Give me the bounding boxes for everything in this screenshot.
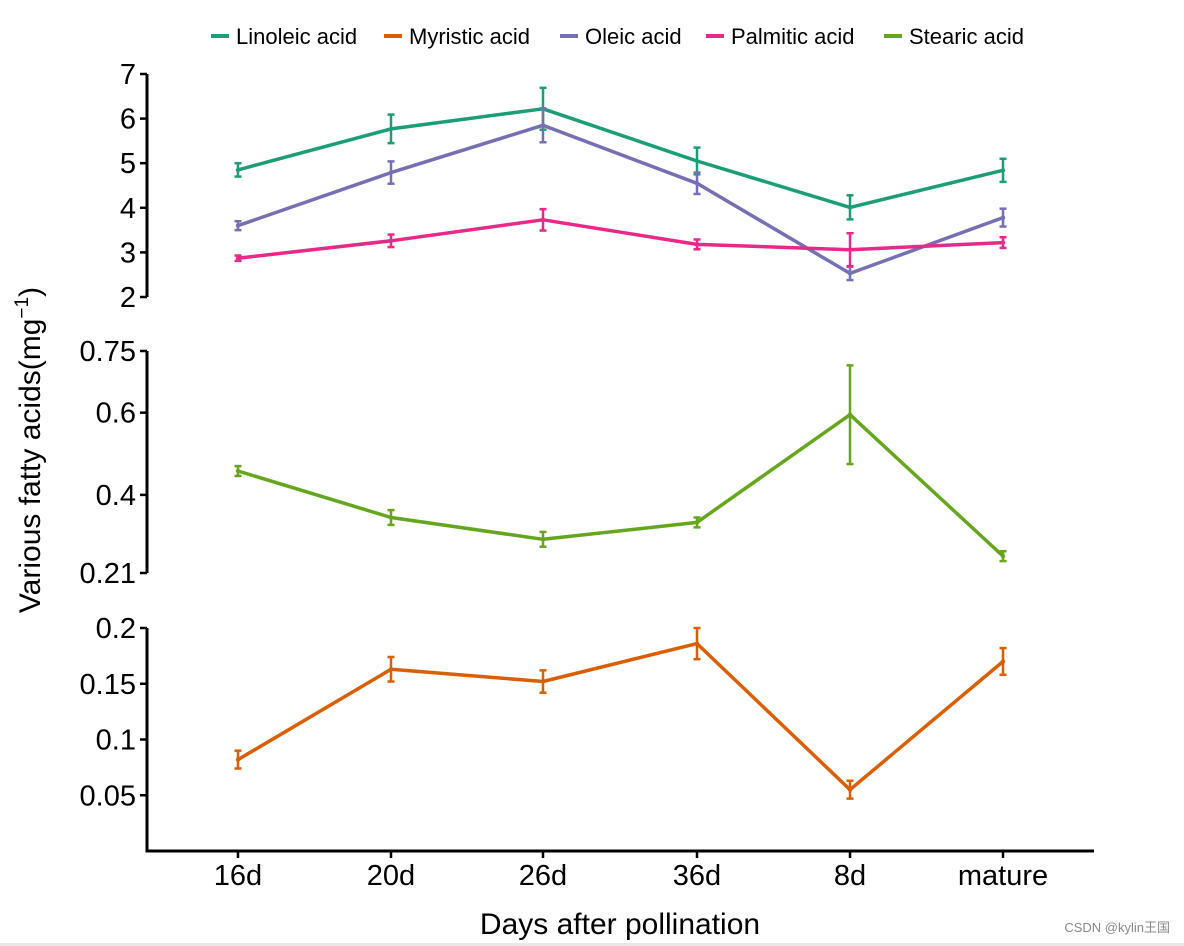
data-point: [1000, 240, 1006, 245]
data-point: [847, 412, 853, 417]
y-tick-label-top: 7: [120, 59, 136, 91]
series-line-palmitic-acid: [237, 218, 1004, 260]
panel-top: 2 3 4 5 6 7: [120, 59, 1007, 314]
data-point: [694, 242, 700, 247]
y-tick-label-middle: 0.75: [80, 336, 136, 368]
y-axis-title: Various fatty acids(mg−1): [12, 287, 47, 613]
y-axis-title-close: ): [14, 287, 47, 297]
data-point: [540, 217, 546, 222]
data-point: [847, 205, 853, 210]
y-tick-label-middle: 0.6: [96, 398, 136, 430]
data-point: [1000, 659, 1006, 664]
y-tick-label-middle: 0.21: [80, 558, 136, 590]
x-tick-label: 16d: [214, 860, 262, 892]
chart-panels: 2 3 4 5 6 7 0.21 0.4 0.6 0.75 0.05 0.1 0.15 0.2: [80, 59, 1007, 851]
data-point: [388, 126, 394, 132]
series-oleic-acid: [234, 107, 1007, 282]
data-point: [540, 123, 546, 128]
legend-label-linoleic-acid: Linoleic acid: [236, 24, 357, 49]
y-tick-label-top: 4: [120, 193, 136, 225]
legend: Linoleic acid Myristic acid Oleic acid Palm…: [211, 24, 1024, 49]
y-tick-label-top: 5: [120, 148, 136, 180]
series-line-stearic-acid: [237, 412, 1005, 558]
legend-label-palmitic-acid: Palmitic acid: [731, 24, 854, 49]
watermark: CSDN @kylin王国: [1064, 920, 1170, 935]
x-tick-label: 8d: [834, 860, 866, 892]
panel-bottom: 0.05 0.1 0.15 0.2: [80, 613, 1007, 851]
data-point: [847, 247, 853, 252]
data-point: [847, 787, 853, 792]
data-point: [235, 468, 241, 474]
x-tick-label: 36d: [673, 860, 721, 892]
x-axis: 16d 20d 26d 36d 8d mature: [145, 849, 1094, 892]
data-point: [694, 181, 700, 186]
data-point: [235, 757, 241, 762]
data-point: [540, 679, 546, 684]
data-point: [540, 537, 546, 542]
data-point: [694, 158, 700, 164]
data-point: [235, 256, 241, 261]
series-palmitic-acid: [234, 207, 1007, 268]
y-tick-label-bottom: 0.05: [80, 780, 136, 812]
x-tick-label: 20d: [367, 860, 415, 892]
y-axis-title-superscript: −1: [12, 297, 33, 319]
y-tick-label-bottom: 0.15: [80, 669, 136, 701]
data-point: [1000, 553, 1006, 559]
data-point: [1000, 215, 1006, 220]
x-axis-title: Days after pollination: [480, 908, 760, 941]
data-point: [388, 238, 394, 243]
data-point: [388, 170, 394, 175]
series-stearic-acid: [234, 364, 1007, 563]
data-point: [388, 515, 394, 520]
x-tick-label: mature: [958, 860, 1048, 892]
data-point: [235, 223, 241, 228]
y-tick-label-top: 3: [120, 237, 136, 269]
data-point: [1000, 168, 1006, 173]
x-tick-label: 26d: [519, 860, 567, 892]
series-myristic-acid: [234, 626, 1007, 800]
y-tick-label-bottom: 0.2: [96, 613, 136, 645]
series-line-myristic-acid: [237, 641, 1005, 792]
legend-label-oleic-acid: Oleic acid: [585, 24, 682, 49]
y-axis-title-main: Various fatty acids(mg: [14, 319, 47, 614]
legend-label-stearic-acid: Stearic acid: [909, 24, 1024, 49]
bottom-rule: [0, 943, 1184, 946]
panel-middle: 0.21 0.4 0.6 0.75: [80, 336, 1007, 590]
data-point: [847, 271, 853, 276]
data-point: [235, 167, 241, 173]
data-point: [388, 667, 394, 672]
data-point: [694, 641, 700, 646]
legend-label-myristic-acid: Myristic acid: [409, 24, 530, 49]
y-tick-label-top: 2: [120, 282, 136, 314]
series-line-oleic-acid: [237, 123, 1004, 276]
y-tick-label-top: 6: [120, 104, 136, 136]
data-point: [694, 520, 700, 525]
y-tick-label-middle: 0.4: [96, 480, 136, 512]
series-line-linoleic-acid: [237, 107, 1004, 210]
y-tick-label-bottom: 0.1: [96, 725, 136, 757]
